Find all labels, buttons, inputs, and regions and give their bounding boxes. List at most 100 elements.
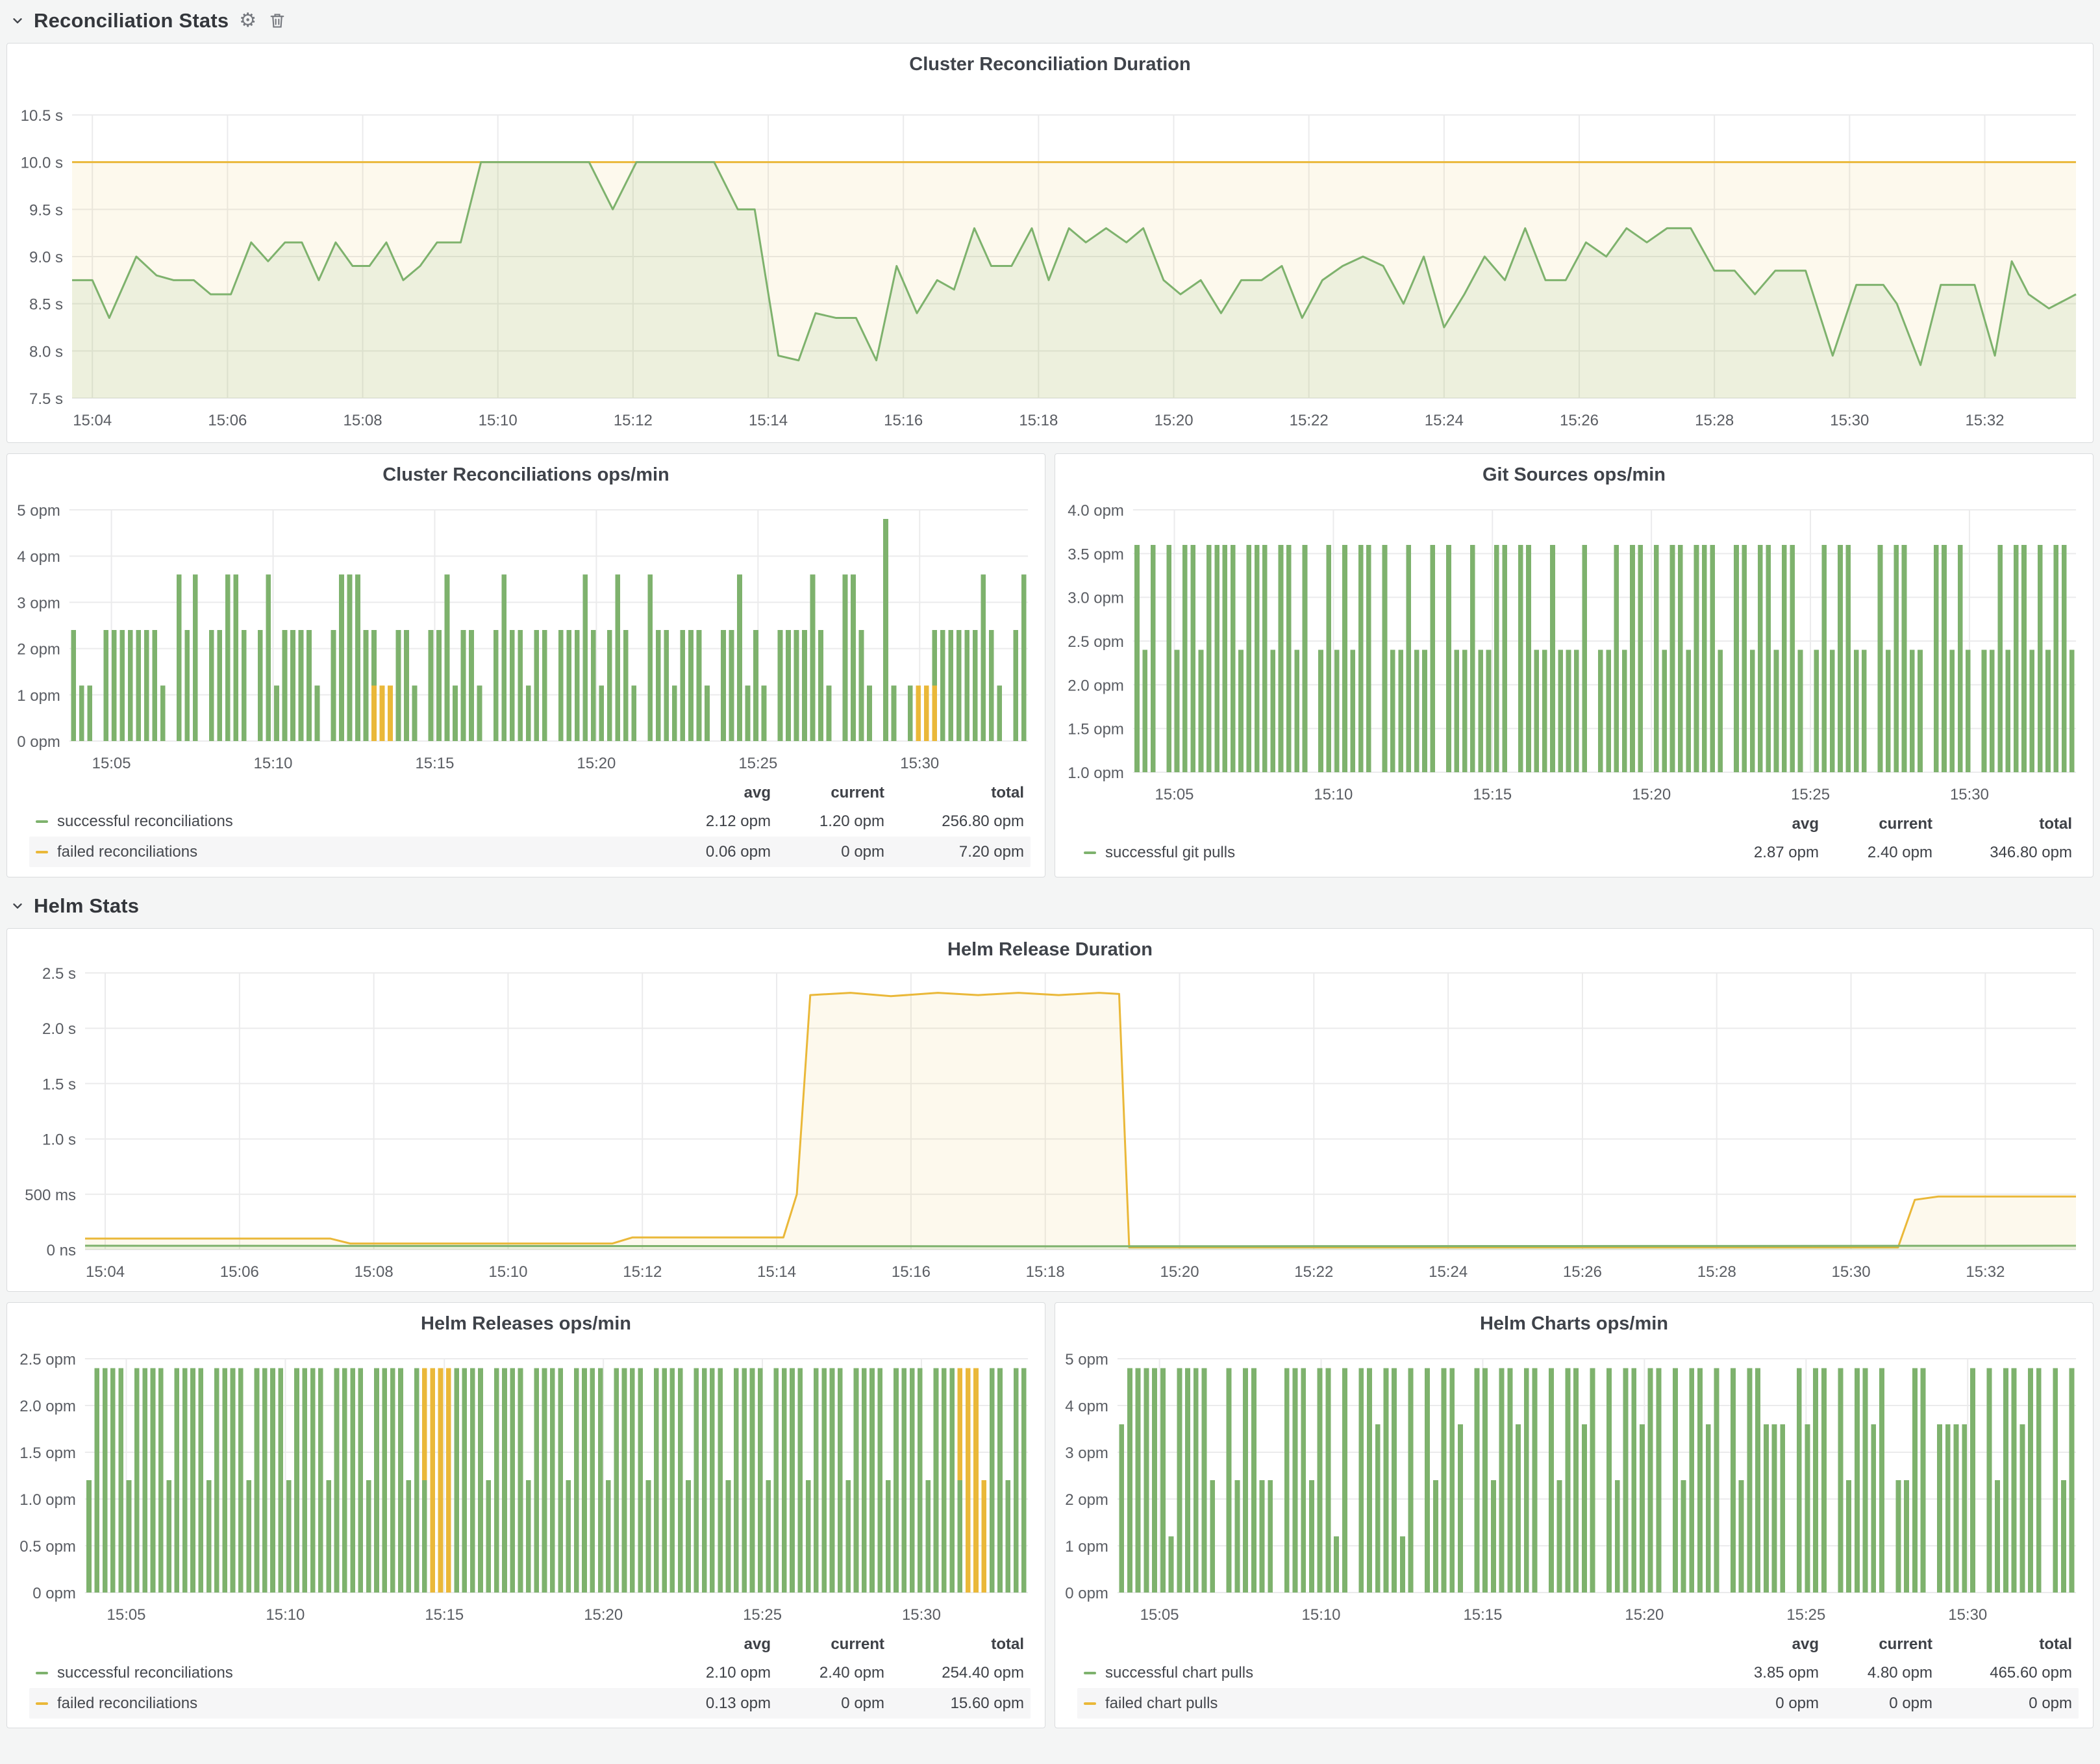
legend-total-value: 7.20 opm [958, 842, 1024, 861]
series-label: failed reconciliations [57, 842, 198, 861]
svg-text:15:05: 15:05 [1140, 1606, 1179, 1624]
svg-text:2 opm: 2 opm [1065, 1491, 1108, 1509]
legend-row[interactable]: failed chart pulls 0 opm 0 opm 0 opm [1077, 1688, 2079, 1719]
svg-text:15:05: 15:05 [92, 755, 131, 772]
svg-text:15:26: 15:26 [1560, 412, 1599, 429]
svg-text:4 opm: 4 opm [17, 548, 60, 566]
svg-text:15:18: 15:18 [1026, 1263, 1065, 1281]
panel-title[interactable]: Git Sources ops/min [1482, 464, 1666, 485]
legend: avg current total successful chart pulls… [1055, 1629, 2093, 1728]
section-delete-button[interactable] [268, 11, 286, 31]
legend-avg-value: 3.85 opm [1753, 1663, 1819, 1682]
panel-cluster-reconciliation-duration: Cluster Reconciliation Duration 15:04 15:… [6, 43, 2094, 443]
svg-text:3 opm: 3 opm [1065, 1444, 1108, 1462]
svg-text:15:04: 15:04 [86, 1263, 125, 1281]
svg-text:10.0 s: 10.0 s [21, 155, 63, 172]
series-color-marker [36, 1702, 48, 1705]
series-label: successful reconciliations [57, 1663, 233, 1682]
series-color-marker [36, 850, 48, 853]
svg-text:9.5 s: 9.5 s [29, 201, 63, 219]
panel-helm-release-duration: Helm Release Duration 15:04 15:06 15:08 15:… [6, 928, 2094, 1292]
svg-text:2.0 opm: 2.0 opm [1068, 677, 1124, 694]
panel-title[interactable]: Helm Releases ops/min [421, 1313, 631, 1334]
section-header-helm-stats[interactable]: Helm Stats [10, 889, 2094, 923]
svg-text:15:32: 15:32 [1965, 412, 2004, 429]
legend-header-current[interactable]: current [1879, 1635, 1932, 1653]
svg-text:15:18: 15:18 [1019, 412, 1058, 429]
svg-text:15:28: 15:28 [1697, 1263, 1736, 1281]
legend-row[interactable]: failed reconciliations 0.06 opm 0 opm 7.… [29, 837, 1031, 867]
legend-row[interactable]: successful reconciliations 2.10 opm 2.40… [29, 1657, 1031, 1688]
legend-current-value: 2.40 opm [819, 1663, 884, 1682]
legend-row[interactable]: successful reconciliations 2.12 opm 1.20… [29, 806, 1031, 837]
legend-header-total[interactable]: total [991, 1635, 1024, 1653]
svg-text:15:25: 15:25 [1791, 786, 1830, 803]
svg-text:15:30: 15:30 [902, 1606, 941, 1624]
svg-text:3.5 opm: 3.5 opm [1068, 546, 1124, 563]
legend-row[interactable]: failed reconciliations 0.13 opm 0 opm 15… [29, 1688, 1031, 1719]
legend-header-avg[interactable]: avg [1792, 815, 1819, 833]
panel-title[interactable]: Helm Release Duration [947, 939, 1153, 960]
legend-header-total[interactable]: total [2039, 1635, 2072, 1653]
helm-charts-chart[interactable]: 15:05 15:10 15:15 15:20 15:25 15:30 5 opm 4 opm… [1055, 1341, 2093, 1629]
svg-text:15:10: 15:10 [488, 1263, 527, 1281]
legend-avg-value: 2.10 opm [705, 1663, 771, 1682]
legend-header-total[interactable]: total [2039, 815, 2072, 833]
section-header-reconciliation-stats[interactable]: Reconciliation Stats ⚙ [10, 4, 2094, 38]
legend-current-value: 2.40 opm [1867, 843, 1932, 861]
svg-text:9.0 s: 9.0 s [29, 249, 63, 266]
svg-text:2.5 opm: 2.5 opm [19, 1351, 76, 1368]
svg-text:15:20: 15:20 [1154, 412, 1193, 429]
panel-helm-charts-opm: Helm Charts ops/min 15:05 15:10 15:15 15:20… [1055, 1302, 2094, 1728]
legend: avg current total successful git pulls 2… [1055, 809, 2093, 877]
svg-text:15:20: 15:20 [584, 1606, 623, 1624]
legend-header-current[interactable]: current [831, 784, 884, 801]
legend-header-avg[interactable]: avg [744, 784, 771, 801]
svg-text:15:08: 15:08 [344, 412, 382, 429]
legend-header-row: avg current total [1077, 811, 2079, 837]
series-color-marker [36, 1671, 48, 1674]
legend-header-avg[interactable]: avg [744, 1635, 771, 1653]
cluster-reconciliation-duration-chart[interactable]: 15:04 15:06 15:08 15:10 15:12 15:14 15:16 15:18… [7, 81, 2093, 442]
panel-title[interactable]: Cluster Reconciliation Duration [909, 54, 1191, 75]
legend: avg current total successful reconciliat… [7, 1629, 1045, 1728]
series-label: failed chart pulls [1105, 1694, 1218, 1712]
svg-text:15:06: 15:06 [220, 1263, 259, 1281]
svg-text:15:14: 15:14 [757, 1263, 796, 1281]
legend-row[interactable]: successful git pulls 2.87 opm 2.40 opm 3… [1077, 837, 2079, 868]
legend-header-current[interactable]: current [831, 1635, 884, 1653]
panel-cluster-reconciliations-opm: Cluster Reconciliations ops/min 15:05 15:… [6, 453, 1045, 877]
svg-text:15:22: 15:22 [1290, 412, 1329, 429]
svg-text:0 opm: 0 opm [17, 733, 60, 751]
svg-text:15:14: 15:14 [749, 412, 788, 429]
legend-header-total[interactable]: total [991, 784, 1024, 801]
chevron-down-icon[interactable] [10, 899, 25, 913]
legend-row[interactable]: successful chart pulls 3.85 opm 4.80 opm… [1077, 1657, 2079, 1688]
legend-header-row: avg current total [29, 1632, 1031, 1657]
svg-text:1 opm: 1 opm [1065, 1538, 1108, 1556]
legend-header-avg[interactable]: avg [1792, 1635, 1819, 1653]
svg-text:15:30: 15:30 [1948, 1606, 1987, 1624]
section-settings-button[interactable]: ⚙ [239, 11, 256, 31]
svg-text:15:25: 15:25 [743, 1606, 782, 1624]
svg-text:15:24: 15:24 [1425, 412, 1464, 429]
series-color-marker [1084, 1671, 1096, 1674]
svg-text:1 opm: 1 opm [17, 687, 60, 705]
git-sources-chart[interactable]: 15:05 15:10 15:15 15:20 15:25 15:30 4.0 opm 3.5… [1055, 492, 2093, 809]
svg-text:15:30: 15:30 [1830, 412, 1869, 429]
series-label: successful chart pulls [1105, 1663, 1254, 1682]
chevron-down-icon[interactable] [10, 14, 25, 28]
svg-text:15:12: 15:12 [614, 412, 653, 429]
panel-title[interactable]: Helm Charts ops/min [1479, 1313, 1669, 1334]
cluster-reconciliations-chart[interactable]: 15:05 15:10 15:15 15:20 15:25 15:30 5 opm 4 opm… [7, 492, 1045, 777]
trash-icon [268, 11, 286, 31]
helm-release-duration-chart[interactable]: 15:04 15:06 15:08 15:10 15:12 15:14 15:16 15:18… [7, 966, 2093, 1291]
svg-text:15:05: 15:05 [107, 1606, 146, 1624]
helm-releases-chart[interactable]: 15:05 15:10 15:15 15:20 15:25 15:30 2.5 opm 2.0… [7, 1341, 1045, 1629]
svg-text:4 opm: 4 opm [1065, 1398, 1108, 1415]
svg-text:3.0 opm: 3.0 opm [1068, 590, 1124, 607]
panel-title[interactable]: Cluster Reconciliations ops/min [382, 464, 669, 485]
legend-header-current[interactable]: current [1879, 815, 1932, 833]
svg-text:8.5 s: 8.5 s [29, 296, 63, 314]
svg-text:1.5 opm: 1.5 opm [19, 1444, 76, 1462]
